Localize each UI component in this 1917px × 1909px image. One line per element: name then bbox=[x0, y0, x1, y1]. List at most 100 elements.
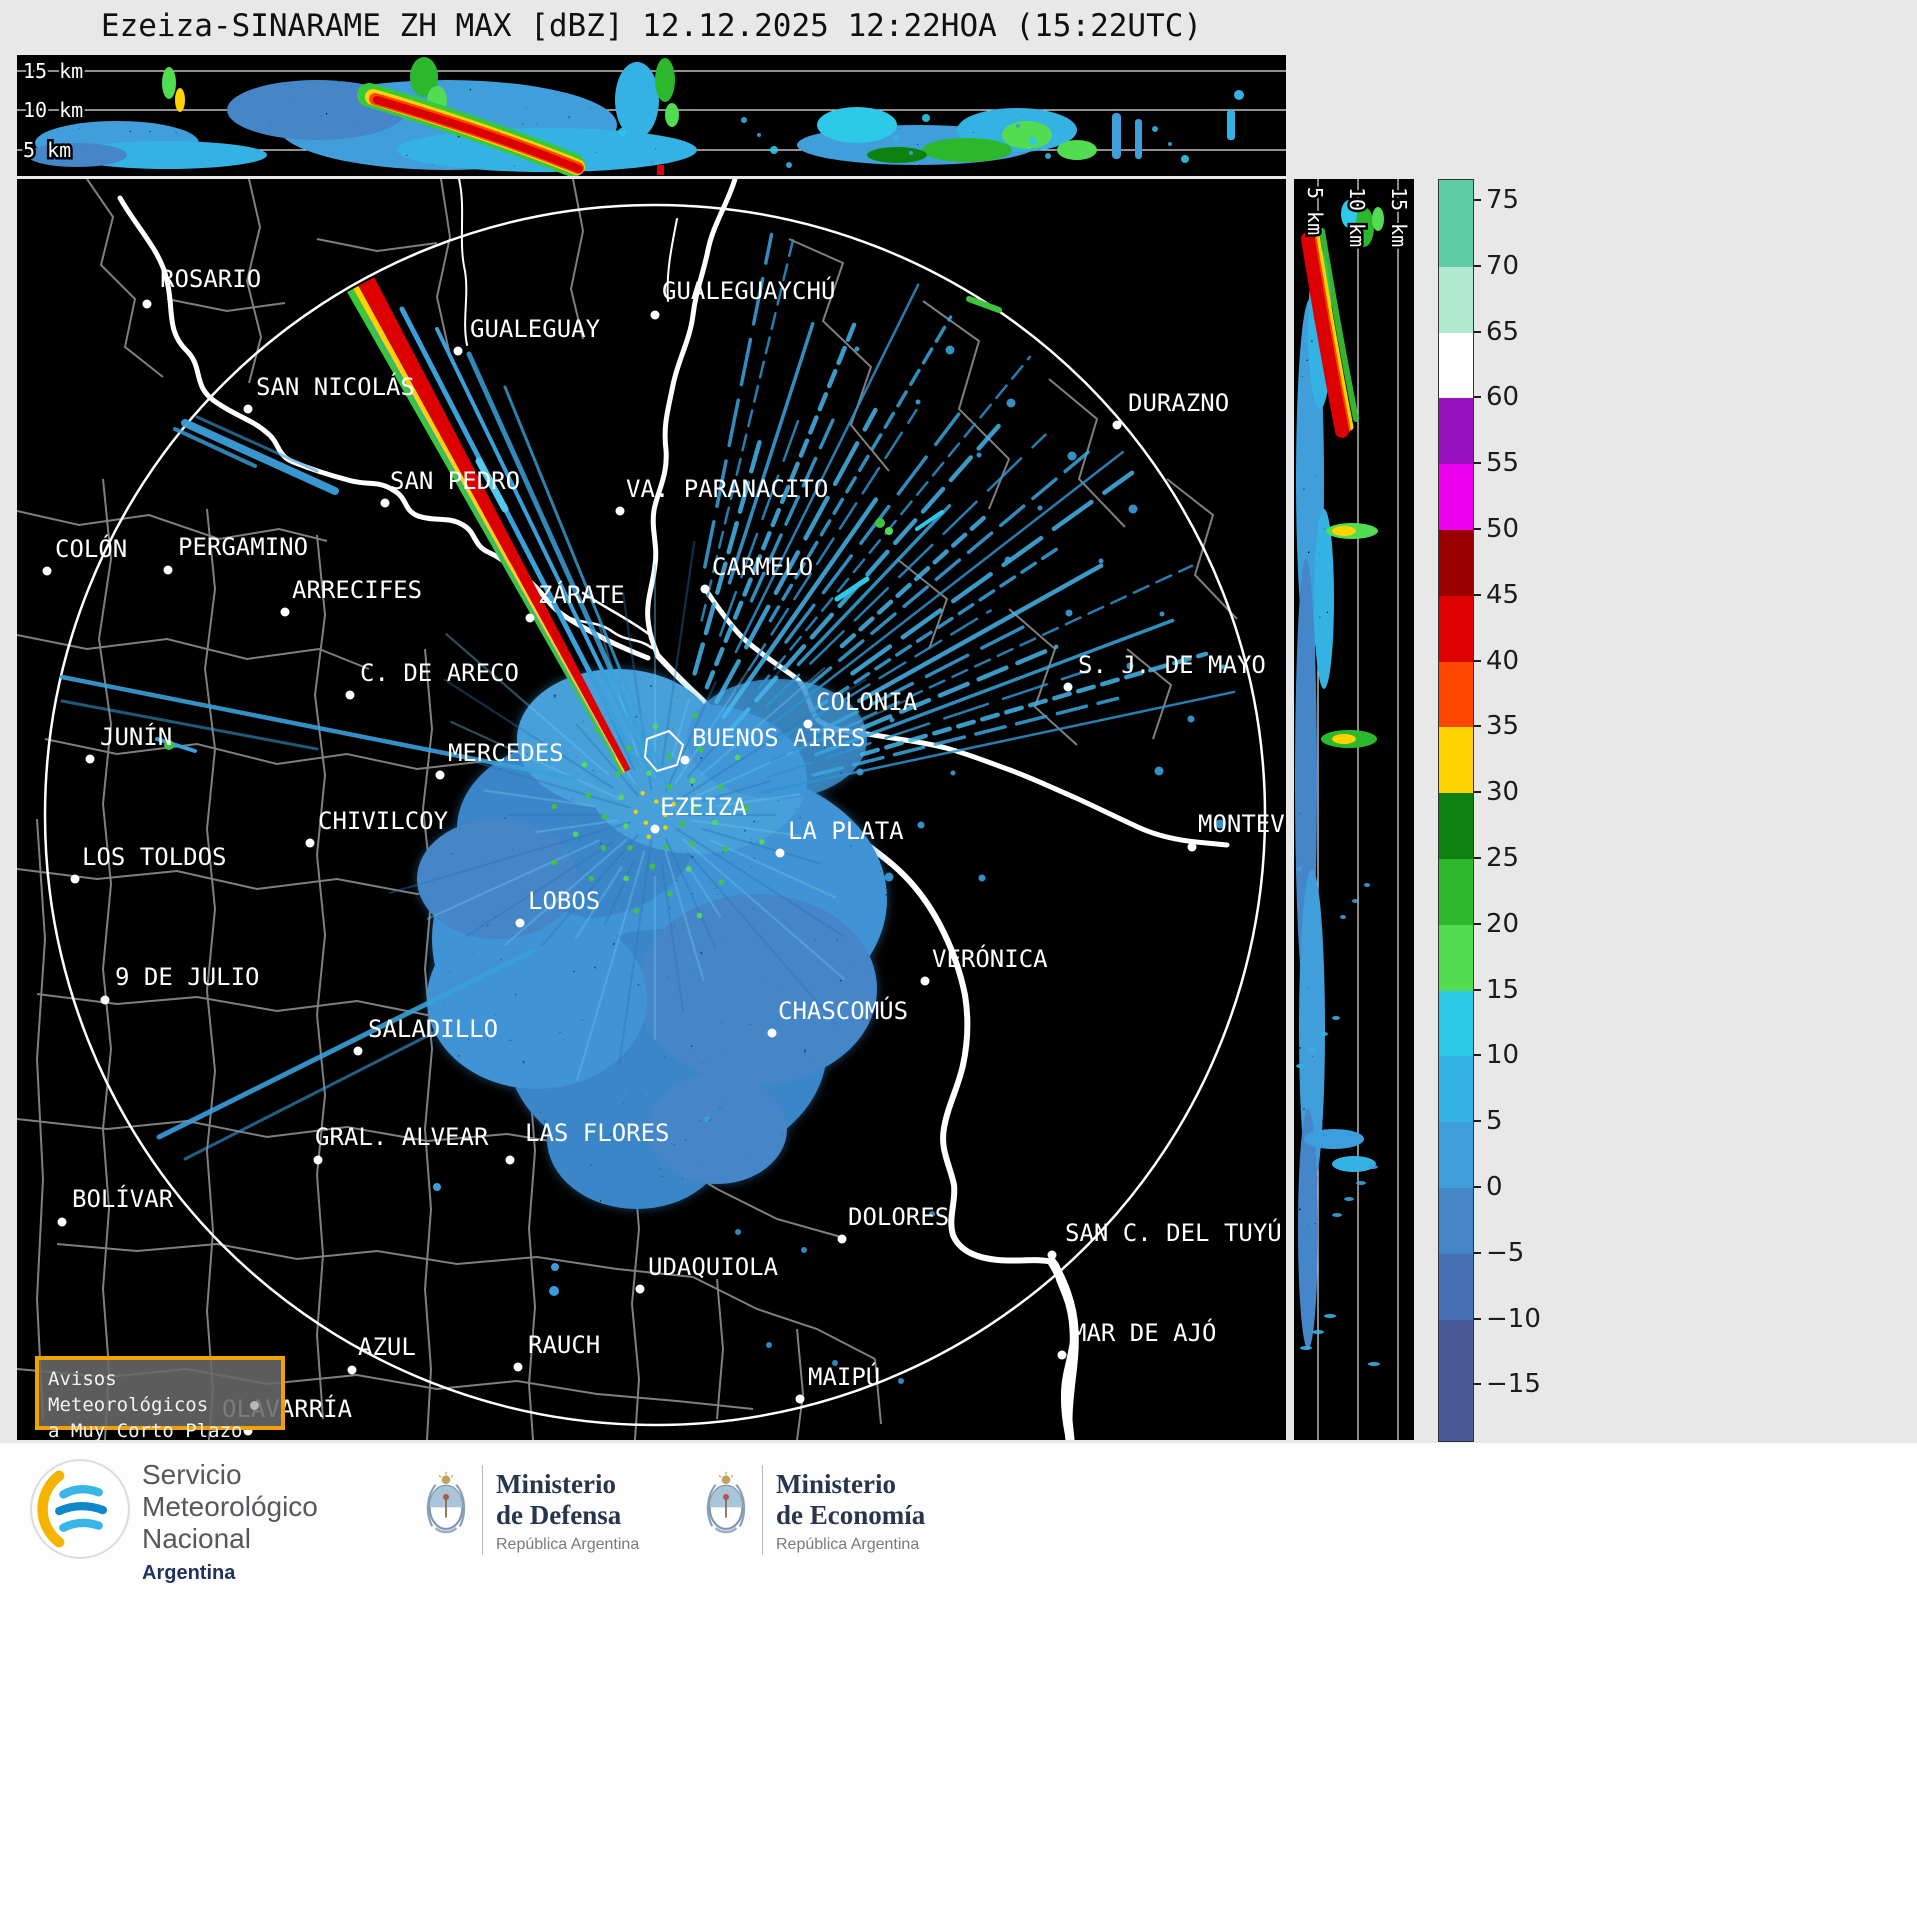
echo-dot bbox=[1296, 1064, 1304, 1068]
echo-dot bbox=[929, 1211, 935, 1217]
colorbar-segment bbox=[1439, 266, 1473, 334]
caba-outline bbox=[643, 729, 685, 773]
echo-spoke bbox=[796, 504, 952, 667]
city-dot bbox=[1112, 420, 1122, 430]
colorbar-tick-label: 45 bbox=[1486, 579, 1520, 610]
beam-red bbox=[358, 277, 631, 772]
echo-dot bbox=[605, 115, 609, 119]
echo-dot bbox=[1159, 611, 1165, 617]
height-label-10km: 10 km bbox=[23, 98, 83, 122]
center-speckle bbox=[692, 712, 698, 719]
city-label: SALADILLO bbox=[368, 1015, 498, 1043]
footer: Servicio Meteorológico Nacional Argentin… bbox=[0, 1443, 1917, 1909]
city-dot bbox=[100, 995, 110, 1005]
colorbar-tick-label: 15 bbox=[1486, 974, 1520, 1005]
echo-dot bbox=[735, 1229, 741, 1235]
colorbar-tick-label: −15 bbox=[1486, 1369, 1541, 1400]
center-speckle bbox=[551, 859, 558, 866]
city-dot bbox=[837, 1234, 847, 1244]
echo-spoke bbox=[811, 542, 1066, 712]
colorbar-tickmark bbox=[1474, 1186, 1481, 1188]
echo-dot bbox=[1324, 1314, 1336, 1318]
echo-texture-ray bbox=[715, 793, 801, 808]
colorbar-tick-label: 20 bbox=[1486, 908, 1520, 939]
echo-dot bbox=[832, 1360, 838, 1366]
echo-dot bbox=[1364, 883, 1370, 887]
echo-dot bbox=[854, 346, 860, 352]
echo-dot bbox=[1332, 1213, 1342, 1217]
echo-dot bbox=[1352, 899, 1358, 903]
echo-dot bbox=[1308, 1048, 1316, 1052]
echo-spoke bbox=[768, 315, 953, 623]
city-dot bbox=[505, 1155, 515, 1165]
city-label: VERÓNICA bbox=[932, 943, 1048, 973]
cross-section-top: 15 km 10 km 5 km bbox=[17, 55, 1286, 176]
city-label: MAIPÚ bbox=[808, 1361, 880, 1391]
city-dot bbox=[1063, 682, 1073, 692]
echo-texture-ray bbox=[575, 723, 640, 797]
city-dot bbox=[1057, 1350, 1067, 1360]
center-speckle bbox=[581, 761, 588, 768]
city-dot bbox=[767, 1028, 777, 1038]
echo-dot bbox=[1344, 1197, 1354, 1201]
echo-dot bbox=[1181, 155, 1189, 163]
echo-texture-ray bbox=[465, 840, 615, 938]
colorbar-segment bbox=[1439, 1188, 1473, 1255]
echo-dot bbox=[1152, 126, 1158, 132]
echo-spoke bbox=[860, 644, 1059, 731]
echo-dot bbox=[1126, 662, 1134, 670]
city-dot bbox=[85, 754, 95, 764]
city-dot bbox=[280, 607, 290, 617]
echo-dot bbox=[1300, 1346, 1312, 1350]
center-speckle bbox=[640, 790, 645, 796]
echo-texture-ray bbox=[686, 851, 837, 1025]
echo-dot bbox=[650, 160, 654, 164]
echo-texture-ray bbox=[687, 866, 721, 918]
echo-spoke bbox=[805, 449, 1091, 689]
city-dot bbox=[142, 299, 152, 309]
center-speckle bbox=[679, 821, 686, 828]
echo-spoke bbox=[757, 355, 1032, 690]
cross-section-right: 5 km 10 km 15 km bbox=[1294, 179, 1414, 1440]
center-speckle bbox=[643, 820, 649, 825]
echo-dot bbox=[1215, 819, 1225, 829]
center-speckle bbox=[623, 875, 629, 882]
colorbar-segment bbox=[1439, 464, 1473, 531]
city-dot bbox=[795, 1394, 805, 1404]
echo-center-speckles bbox=[551, 712, 765, 919]
center-speckle bbox=[666, 890, 673, 897]
echo-spoke bbox=[749, 412, 838, 603]
echo-texture-ray bbox=[576, 850, 646, 1081]
echo-texture-ray bbox=[691, 819, 801, 837]
beam-green bbox=[347, 288, 624, 774]
city-label: LOBOS bbox=[528, 887, 600, 915]
city-label: LAS FLORES bbox=[525, 1119, 670, 1147]
echo-texture-ray bbox=[664, 850, 705, 982]
city-dot bbox=[803, 719, 813, 729]
city-label: ZÁRATE bbox=[538, 580, 625, 609]
colorbar-tick-label: 65 bbox=[1486, 316, 1520, 347]
colorbar-segment bbox=[1439, 859, 1473, 926]
colorbar-segment bbox=[1439, 180, 1473, 201]
echo-dot bbox=[741, 117, 747, 123]
colorbar-tickmark bbox=[1474, 988, 1481, 991]
echo-spoke bbox=[769, 450, 1125, 727]
echo-spoke bbox=[714, 407, 878, 704]
colorbar-segment bbox=[1439, 1385, 1473, 1441]
echo-dot bbox=[1187, 715, 1195, 723]
city-dot bbox=[635, 1284, 645, 1294]
city-label: CARMELO bbox=[712, 553, 813, 581]
city-dot bbox=[347, 1365, 357, 1375]
echo-dot bbox=[884, 872, 894, 882]
city-label: BOLÍVAR bbox=[72, 1184, 174, 1213]
beam-yellow bbox=[353, 285, 626, 773]
echo-dot bbox=[922, 114, 930, 122]
echo-dot bbox=[1320, 1032, 1328, 1036]
city-label: MONTEVIDEO bbox=[1198, 810, 1286, 838]
city-dot bbox=[380, 498, 390, 508]
echo-dot bbox=[1296, 867, 1302, 871]
center-speckle bbox=[594, 727, 601, 734]
city-dot-through-box bbox=[250, 1401, 259, 1410]
city-dot bbox=[57, 1217, 67, 1227]
colorbar-tickmark bbox=[1474, 199, 1481, 201]
